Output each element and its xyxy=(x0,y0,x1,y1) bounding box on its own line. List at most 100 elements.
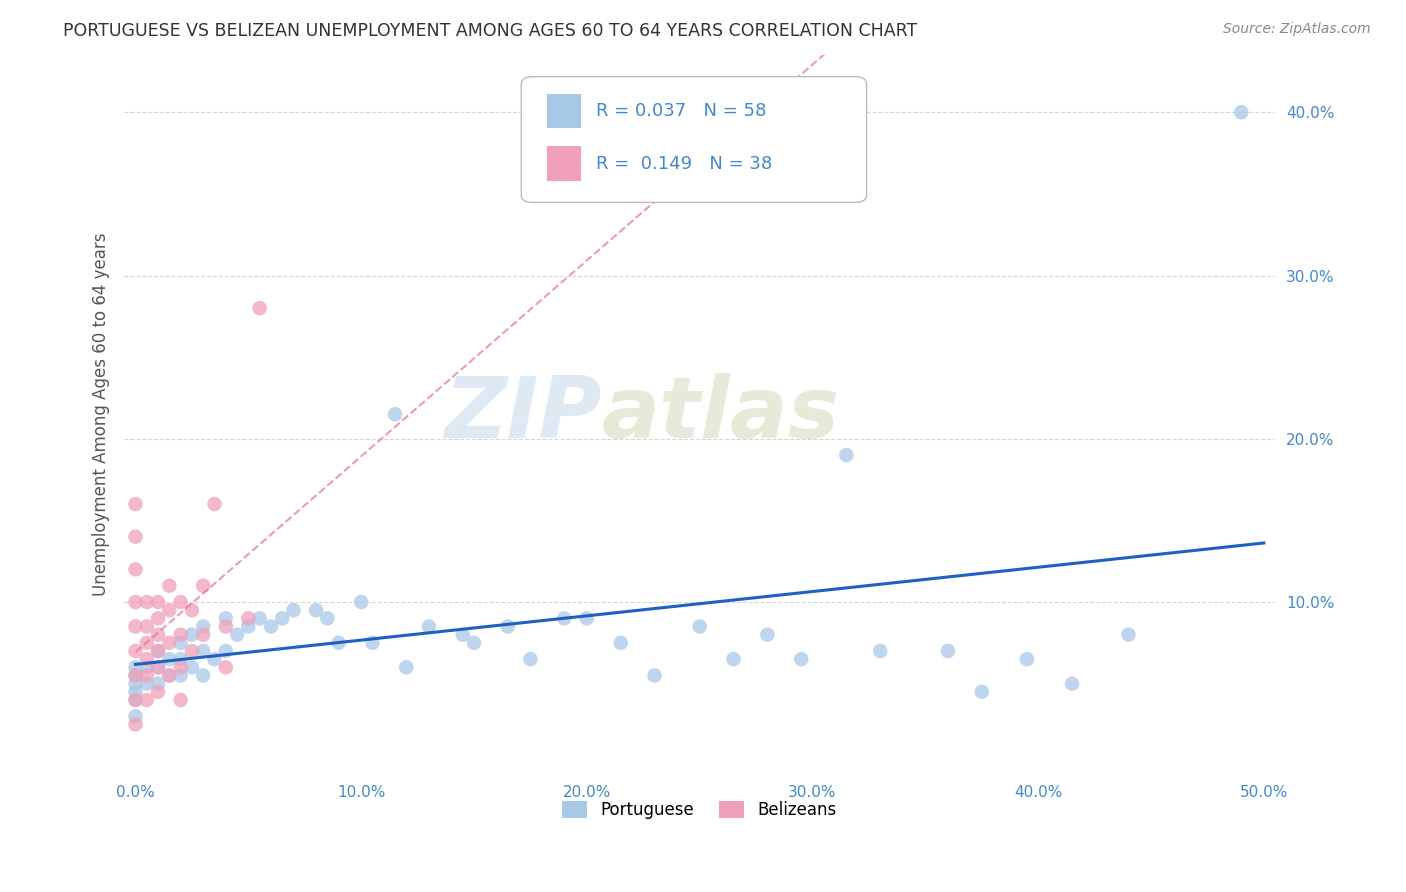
Point xyxy=(204,652,226,666)
Point xyxy=(260,619,283,633)
Text: ZIP: ZIP xyxy=(444,373,602,456)
Point xyxy=(124,668,146,682)
Point xyxy=(169,636,191,650)
Bar xyxy=(547,94,581,128)
Point xyxy=(124,497,146,511)
Point xyxy=(124,595,146,609)
Point xyxy=(283,603,305,617)
Text: atlas: atlas xyxy=(602,373,839,456)
Point xyxy=(463,636,485,650)
Point xyxy=(215,644,238,658)
Point xyxy=(193,619,215,633)
Point xyxy=(169,595,191,609)
Point xyxy=(869,644,891,658)
Point xyxy=(181,603,204,617)
Point xyxy=(835,448,858,462)
Point xyxy=(146,644,169,658)
Point xyxy=(1060,676,1083,690)
Point xyxy=(169,668,191,682)
Point xyxy=(316,611,339,625)
Point xyxy=(395,660,418,674)
Point xyxy=(135,693,157,707)
Point xyxy=(157,668,180,682)
Point xyxy=(181,628,204,642)
Point xyxy=(135,668,157,682)
Legend: Portuguese, Belizeans: Portuguese, Belizeans xyxy=(555,795,844,826)
Point xyxy=(553,611,575,625)
Point xyxy=(305,603,328,617)
Point xyxy=(1118,628,1140,642)
Point xyxy=(124,676,146,690)
Point xyxy=(124,693,146,707)
Point xyxy=(644,668,666,682)
Point xyxy=(124,717,146,731)
Point xyxy=(135,660,157,674)
Point xyxy=(496,619,519,633)
Point xyxy=(226,628,249,642)
Point xyxy=(157,636,180,650)
Point xyxy=(124,709,146,723)
Point xyxy=(146,595,169,609)
Point xyxy=(135,652,157,666)
Point xyxy=(169,693,191,707)
Bar xyxy=(547,146,581,181)
Point xyxy=(271,611,294,625)
Point xyxy=(135,595,157,609)
Point xyxy=(361,636,384,650)
Point xyxy=(146,611,169,625)
Point xyxy=(609,636,631,650)
Point xyxy=(193,668,215,682)
Point xyxy=(328,636,350,650)
Point xyxy=(124,644,146,658)
Point xyxy=(970,685,993,699)
Point xyxy=(124,685,146,699)
Point xyxy=(135,619,157,633)
Point xyxy=(124,660,146,674)
Point xyxy=(146,644,169,658)
Y-axis label: Unemployment Among Ages 60 to 64 years: Unemployment Among Ages 60 to 64 years xyxy=(93,233,110,596)
Point xyxy=(146,685,169,699)
Point xyxy=(146,628,169,642)
Point xyxy=(384,407,406,421)
Point xyxy=(575,611,598,625)
Point xyxy=(215,619,238,633)
Point xyxy=(756,628,779,642)
Point xyxy=(135,676,157,690)
Point xyxy=(124,530,146,544)
Point xyxy=(157,603,180,617)
Point xyxy=(169,660,191,674)
Point xyxy=(157,668,180,682)
Point xyxy=(181,644,204,658)
Text: R = 0.037   N = 58: R = 0.037 N = 58 xyxy=(596,103,766,120)
Point xyxy=(193,579,215,593)
Point xyxy=(451,628,474,642)
Point xyxy=(169,652,191,666)
Point xyxy=(181,660,204,674)
Point xyxy=(124,619,146,633)
Point xyxy=(124,562,146,576)
Point xyxy=(135,636,157,650)
Point xyxy=(124,668,146,682)
Point xyxy=(204,497,226,511)
Text: Source: ZipAtlas.com: Source: ZipAtlas.com xyxy=(1223,22,1371,37)
Point xyxy=(215,660,238,674)
Point xyxy=(249,301,271,315)
Point xyxy=(157,652,180,666)
FancyBboxPatch shape xyxy=(522,77,866,202)
Point xyxy=(146,660,169,674)
Point xyxy=(157,579,180,593)
Point xyxy=(146,676,169,690)
Point xyxy=(936,644,959,658)
Point xyxy=(418,619,440,633)
Text: PORTUGUESE VS BELIZEAN UNEMPLOYMENT AMONG AGES 60 TO 64 YEARS CORRELATION CHART: PORTUGUESE VS BELIZEAN UNEMPLOYMENT AMON… xyxy=(63,22,918,40)
Point xyxy=(193,628,215,642)
Point xyxy=(169,628,191,642)
Point xyxy=(723,652,745,666)
Point xyxy=(790,652,813,666)
Text: R =  0.149   N = 38: R = 0.149 N = 38 xyxy=(596,154,772,173)
Point xyxy=(350,595,373,609)
Point xyxy=(689,619,711,633)
Point xyxy=(519,652,541,666)
Point xyxy=(215,611,238,625)
Point xyxy=(146,660,169,674)
